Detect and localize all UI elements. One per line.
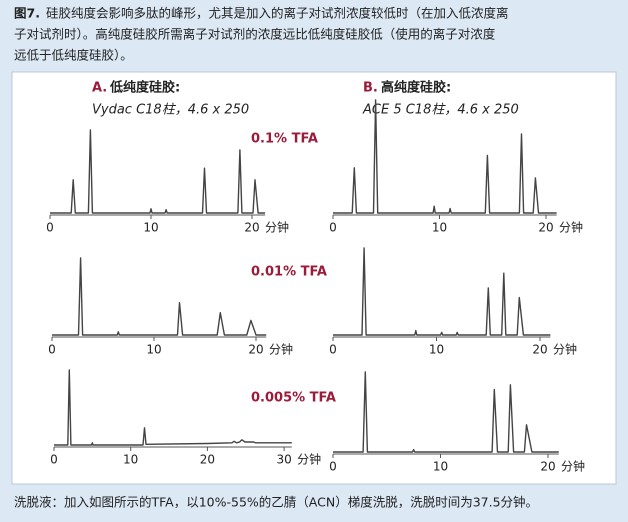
x-tick-label: 20 — [538, 221, 553, 235]
x-tick-label: 10 — [143, 221, 158, 235]
x-tick-label: 10 — [429, 343, 444, 357]
x-axis-label: 分钟 — [559, 220, 583, 235]
x-tick-label: 30 — [276, 453, 291, 467]
chromatogram-trace — [50, 129, 266, 214]
x-axis-label: 分钟 — [297, 452, 321, 467]
caption-line: 远低于低纯度硅胶）。 — [14, 48, 133, 63]
chromatogram-trace — [52, 257, 267, 336]
condition-label: 0.005% TFA — [251, 391, 336, 406]
chromatogram-trace — [333, 371, 559, 453]
panel-letter: A. — [92, 81, 107, 96]
x-axis-label: 分钟 — [265, 220, 289, 235]
x-tick-label: 0 — [50, 453, 58, 467]
x-tick-label: 10 — [146, 343, 161, 357]
figure-panel — [11, 71, 617, 485]
caption-line: 子对试剂时）。高纯度硅胶所需离子对试剂的浓度远比低纯度硅胶低（使用的离子对浓度 — [14, 27, 496, 42]
x-tick-label: 0 — [329, 343, 337, 357]
x-axis-label: 分钟 — [561, 459, 585, 474]
column-name: Vydac C18柱，4.6 x 250 — [92, 103, 249, 118]
column-name: ACE 5 C18柱，4.6 x 250 — [362, 103, 519, 118]
x-tick-label: 0 — [46, 221, 54, 235]
x-tick-label: 20 — [244, 221, 259, 235]
caption-line: 硅胶纯度会影响多肽的峰形，尤其是加入的离子对试剂浓度较低时（在加入低浓度离 — [46, 6, 509, 21]
panel-letter: B. — [363, 81, 378, 96]
x-tick-label: 0 — [329, 221, 337, 235]
x-tick-label: 20 — [248, 343, 263, 357]
chromatogram-trace — [333, 99, 557, 214]
x-axis-label: 分钟 — [269, 342, 293, 357]
x-axis-label: 分钟 — [553, 342, 577, 357]
chromatogram-trace — [333, 247, 551, 336]
chromatogram-trace — [54, 369, 292, 446]
x-tick-label: 10 — [432, 221, 447, 235]
panel-title: 高纯度硅胶: — [381, 80, 451, 96]
panel-title: 低纯度硅胶: — [109, 80, 180, 96]
x-tick-label: 10 — [123, 453, 138, 467]
footer: 洗脱液：加入如图所示的TFA，以10%-55%的乙腈（ACN）梯度洗脱，洗脱时间… — [14, 495, 538, 510]
x-tick-label: 10 — [433, 460, 448, 474]
x-tick-label: 20 — [540, 460, 555, 474]
x-tick-label: 0 — [329, 460, 337, 474]
x-tick-label: 20 — [200, 453, 215, 467]
x-tick-label: 0 — [48, 343, 56, 357]
caption-label: 图7. — [14, 6, 40, 21]
condition-label: 0.1% TFA — [251, 132, 318, 147]
x-tick-label: 20 — [532, 343, 547, 357]
condition-label: 0.01% TFA — [251, 265, 327, 280]
